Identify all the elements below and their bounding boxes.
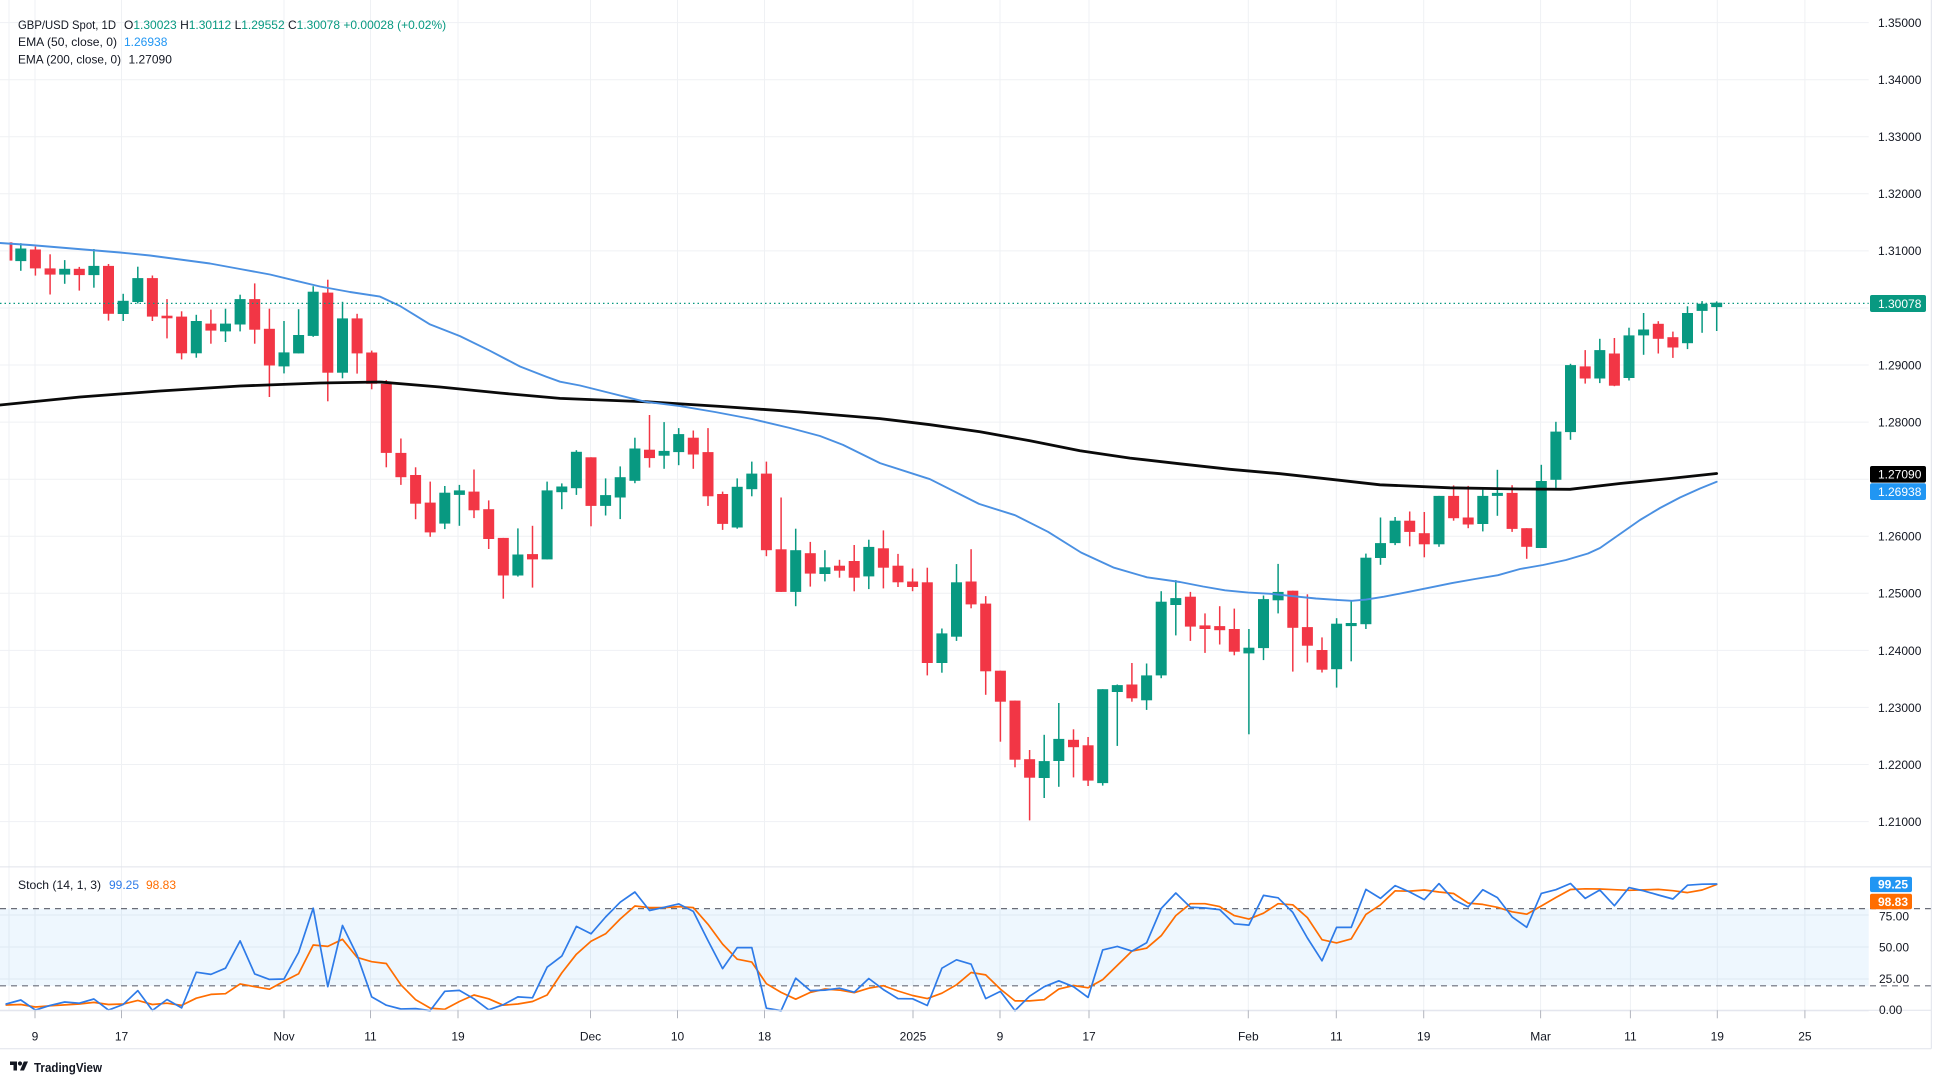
svg-text:75.00: 75.00	[1879, 909, 1909, 923]
svg-text:O1.30023 H1.30112 L1.29552: O1.30023 H1.30112 L1.29552 C1.30078 +0.0…	[124, 18, 446, 32]
svg-text:11: 11	[1330, 1030, 1343, 1044]
svg-text:25.00: 25.00	[1879, 972, 1909, 986]
svg-text:EMA (200, close, 0): EMA (200, close, 0)	[18, 53, 121, 67]
svg-text:98.83: 98.83	[1878, 895, 1908, 909]
svg-text:Mar: Mar	[1530, 1030, 1551, 1044]
svg-text:1.33000: 1.33000	[1878, 130, 1922, 144]
svg-text:1.21000: 1.21000	[1878, 815, 1922, 829]
svg-text:11: 11	[364, 1030, 377, 1044]
svg-text:1.23000: 1.23000	[1878, 701, 1922, 715]
svg-text:Feb: Feb	[1238, 1030, 1259, 1044]
svg-text:1.28000: 1.28000	[1878, 415, 1922, 429]
svg-text:50.00: 50.00	[1879, 941, 1909, 955]
svg-text:25: 25	[1798, 1030, 1812, 1044]
svg-text:10: 10	[671, 1030, 685, 1044]
svg-text:1.32000: 1.32000	[1878, 187, 1922, 201]
svg-text:GBP/USD Spot, 1D: GBP/USD Spot, 1D	[18, 18, 116, 32]
svg-text:1.26000: 1.26000	[1878, 530, 1922, 544]
svg-text:11: 11	[1624, 1030, 1637, 1044]
svg-text:1.26938: 1.26938	[124, 35, 168, 49]
svg-text:18: 18	[758, 1030, 772, 1044]
svg-text:17: 17	[1082, 1030, 1096, 1044]
svg-text:1.31000: 1.31000	[1878, 244, 1922, 258]
svg-text:9: 9	[32, 1030, 39, 1044]
svg-text:19: 19	[451, 1030, 465, 1044]
svg-text:Nov: Nov	[273, 1030, 294, 1044]
svg-text:17: 17	[115, 1030, 129, 1044]
svg-text:99.25: 99.25	[1878, 878, 1908, 892]
svg-text:1.24000: 1.24000	[1878, 644, 1922, 658]
svg-text:Dec: Dec	[580, 1030, 601, 1044]
svg-text:1.30078: 1.30078	[1878, 297, 1922, 311]
svg-text:1.29000: 1.29000	[1878, 358, 1922, 372]
svg-text:1.27090: 1.27090	[129, 53, 173, 67]
svg-text:1.26938: 1.26938	[1878, 485, 1922, 499]
svg-text:1.27090: 1.27090	[1878, 468, 1922, 482]
svg-text:Stoch (14, 1, 3): Stoch (14, 1, 3)	[18, 878, 101, 892]
svg-text:19: 19	[1417, 1030, 1431, 1044]
svg-text:2025: 2025	[900, 1030, 927, 1044]
svg-text:99.25: 99.25	[109, 878, 139, 892]
svg-text:9: 9	[997, 1030, 1004, 1044]
svg-text:98.83: 98.83	[146, 878, 176, 892]
svg-text:1.22000: 1.22000	[1878, 758, 1922, 772]
svg-text:19: 19	[1711, 1030, 1725, 1044]
svg-text:0.00: 0.00	[1879, 1003, 1903, 1017]
svg-text:1.35000: 1.35000	[1878, 16, 1922, 30]
svg-text:TradingView: TradingView	[34, 1061, 102, 1075]
svg-text:1.25000: 1.25000	[1878, 587, 1922, 601]
svg-text:1.34000: 1.34000	[1878, 73, 1922, 87]
svg-text:EMA (50, close, 0): EMA (50, close, 0)	[18, 35, 117, 49]
